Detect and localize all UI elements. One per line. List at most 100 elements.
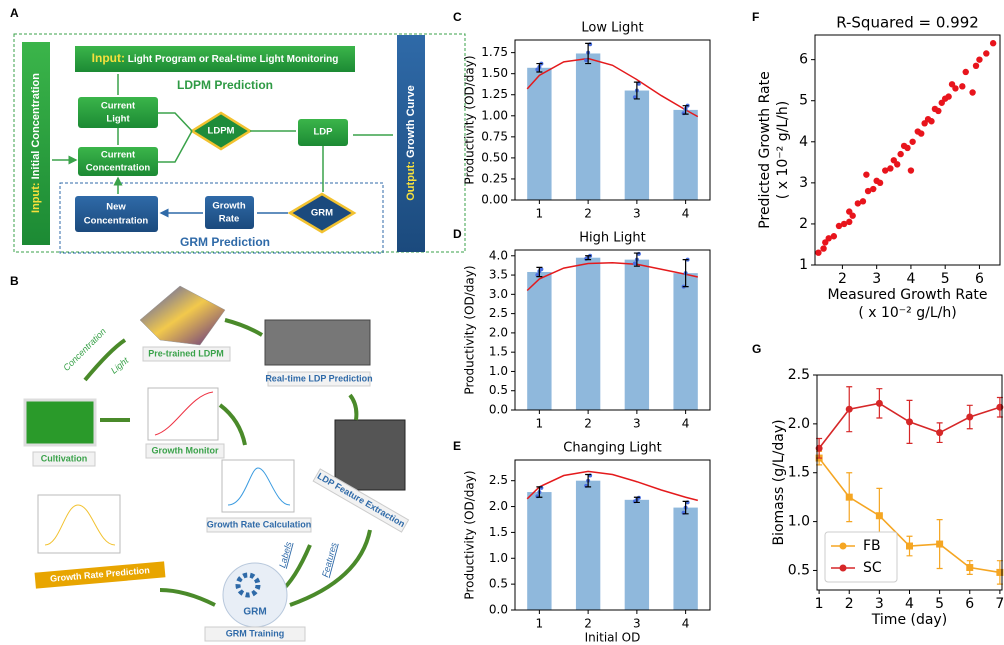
point	[959, 83, 965, 89]
y-axis-label: Productivity (OD/day)	[463, 55, 477, 184]
y-tick-label: 0.0	[489, 603, 508, 617]
x-axis-label: Measured Growth Rate	[827, 287, 987, 303]
label: GRM Training	[226, 628, 285, 638]
x-tick-label: 1	[815, 596, 824, 612]
point	[976, 56, 982, 62]
figure: A Input: Initial Concentration Input: Li…	[0, 0, 1004, 645]
y-axis-label: Productivity (OD/day)	[463, 470, 477, 599]
point	[822, 239, 828, 245]
y-axis-unit: ( x 10⁻² g/L/h)	[775, 101, 791, 199]
panel-letter: A	[10, 6, 19, 20]
point	[983, 50, 989, 56]
y-tick-label: 2.5	[489, 306, 508, 320]
label: Growth Monitor	[152, 445, 219, 455]
y-tick-label: 0.0	[489, 403, 508, 417]
input-text: Light Program or Real-time Light Monitor…	[128, 54, 339, 65]
point	[877, 180, 883, 186]
input-initial: Input: Initial Concentration	[30, 73, 42, 213]
point	[928, 118, 934, 124]
box-text: Light	[106, 114, 130, 125]
page: A Input: Initial Concentration Input: Li…	[0, 0, 1004, 645]
point	[918, 130, 924, 136]
label: Growth Rate Calculation	[207, 519, 312, 529]
label: GRM	[243, 607, 266, 618]
chart-title: R-Squared = 0.992	[836, 14, 979, 32]
y-tick-label: 6	[799, 52, 808, 68]
x-tick-label: 2	[584, 617, 592, 631]
point	[831, 233, 837, 239]
point	[908, 167, 914, 173]
x-tick-label: 3	[872, 271, 881, 287]
box-text: Concentration	[84, 216, 149, 227]
point	[846, 219, 852, 225]
point	[849, 213, 855, 219]
y-axis-label: Productivity (OD/day)	[463, 265, 477, 394]
box-text: Growth	[212, 201, 245, 212]
box-text: Rate	[219, 214, 240, 225]
box-text: New	[106, 202, 126, 213]
marker	[936, 541, 943, 548]
bar	[576, 481, 600, 610]
label: Cultivation	[41, 453, 88, 463]
output: Output: Growth Curve	[405, 85, 417, 201]
point	[897, 151, 903, 157]
panel-letter: C	[453, 10, 462, 24]
point	[945, 93, 951, 99]
bar	[576, 258, 600, 410]
legend-marker	[840, 565, 847, 572]
box-text: Concentration	[86, 163, 151, 174]
y-tick-label: 1.5	[788, 465, 810, 481]
y-tick-label: 3	[799, 175, 808, 191]
marker	[876, 512, 883, 519]
point	[949, 81, 955, 87]
y-tick-label: 4	[799, 134, 808, 150]
point	[935, 108, 941, 114]
point	[863, 171, 869, 177]
x-tick-label: 3	[875, 596, 884, 612]
y-tick-label: 1	[799, 257, 808, 273]
legend-marker	[840, 543, 847, 550]
y-tick-label: 1.0	[489, 551, 508, 565]
input-prefix: Input:	[30, 182, 42, 213]
point	[815, 249, 821, 255]
y-tick-label: 1.0	[788, 514, 810, 530]
y-tick-label: 0.5	[489, 383, 508, 397]
x-tick-label: 4	[682, 417, 690, 431]
y-tick-label: 2.5	[489, 473, 508, 487]
y-tick-label: 5	[799, 93, 808, 109]
x-tick-label: 1	[536, 617, 544, 631]
x-tick-label: 2	[845, 596, 854, 612]
output-prefix: Output:	[405, 161, 417, 201]
bar	[625, 260, 649, 410]
x-tick-label: 3	[633, 417, 641, 431]
marker	[846, 406, 853, 413]
label: Real-time LDP Prediction	[265, 373, 372, 383]
mini-plot	[148, 388, 218, 440]
bar	[625, 500, 649, 610]
fit-curve	[527, 263, 698, 291]
label: Pre-trained LDPM	[148, 348, 224, 358]
ldp-stack	[265, 320, 370, 365]
fit-curve	[527, 471, 698, 500]
panel-letter: E	[453, 439, 461, 453]
input-text: Initial Concentration	[30, 73, 42, 180]
point	[820, 245, 826, 251]
marker	[906, 418, 913, 425]
section-title: LDPM Prediction	[177, 78, 273, 92]
point	[969, 89, 975, 95]
y-tick-label: 2.0	[489, 499, 508, 513]
x-tick-label: 7	[995, 596, 1004, 612]
y-tick-label: 2	[799, 216, 808, 232]
label: Light	[109, 355, 131, 376]
marker	[876, 400, 883, 407]
bar	[673, 110, 697, 200]
surface-plot	[140, 286, 225, 345]
box-text: GRM	[311, 208, 333, 219]
feature-stack	[335, 420, 405, 490]
point	[894, 161, 900, 167]
x-tick-label: 4	[906, 271, 915, 287]
bar	[527, 492, 551, 610]
input-prefix: Input:	[92, 51, 125, 65]
x-tick-label: 3	[633, 207, 641, 221]
legend-box	[825, 532, 897, 582]
